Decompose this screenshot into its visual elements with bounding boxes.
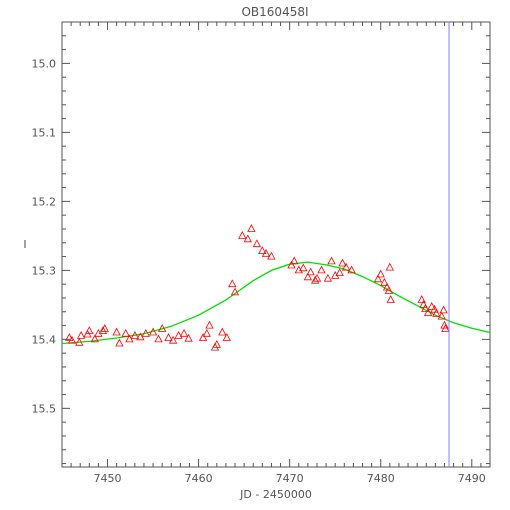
data-point [267, 251, 276, 260]
y-tick-label: 15.1 [32, 126, 57, 139]
data-point [243, 234, 252, 243]
data-point [338, 258, 347, 267]
data-point [158, 324, 167, 332]
y-axis-label: I [23, 238, 26, 251]
data-point [341, 262, 351, 271]
y-tick-label: 15.3 [32, 264, 57, 277]
data-point [130, 331, 140, 339]
data-point [437, 311, 446, 320]
data-point [90, 334, 99, 343]
data-point [184, 333, 193, 342]
data-point [317, 265, 326, 274]
data-point [222, 333, 231, 341]
data-point [75, 337, 84, 346]
data-point [417, 295, 426, 303]
data-point [306, 267, 315, 276]
chart-title: OB160458I [241, 5, 308, 19]
data-point [331, 271, 340, 279]
y-tick-label: 15.4 [32, 333, 57, 346]
y-tick-label: 15.0 [32, 57, 57, 70]
data-point [439, 305, 448, 314]
data-point [419, 300, 428, 308]
x-tick-label: 7450 [94, 472, 122, 485]
data-point [212, 340, 221, 348]
data-point [218, 327, 227, 336]
x-tick-label: 7490 [458, 472, 486, 485]
data-point [380, 277, 389, 286]
x-tick-label: 7460 [185, 472, 213, 485]
data-point [290, 256, 299, 265]
data-point [98, 326, 108, 335]
data-point [258, 246, 267, 255]
ticks-layer: 7450 7460 7470 7480 7490 15.0 15.1 15.2 15.3 15.4… [32, 21, 491, 485]
data-point [303, 272, 313, 281]
data-point [287, 260, 296, 269]
data-point [376, 269, 385, 278]
data-point [299, 263, 308, 272]
data-point [100, 324, 109, 332]
points-layer [65, 224, 450, 351]
data-point [347, 265, 356, 274]
data-point [430, 304, 439, 313]
data-point [168, 335, 178, 344]
data-point [148, 327, 158, 336]
data-point [205, 320, 214, 329]
data-point [441, 324, 450, 332]
data-point [174, 331, 183, 339]
data-point [115, 338, 124, 347]
data-point [385, 262, 394, 271]
data-point [386, 295, 395, 303]
data-point [198, 333, 208, 341]
plot-frame [61, 21, 491, 468]
data-point [312, 273, 322, 282]
data-point [164, 333, 173, 341]
data-point [154, 334, 163, 343]
data-point [238, 231, 247, 239]
data-point [85, 326, 94, 335]
data-point [65, 333, 74, 341]
data-point [141, 328, 150, 337]
data-point [252, 239, 262, 248]
data-point [427, 302, 436, 310]
data-point [76, 331, 86, 339]
data-point [230, 287, 240, 296]
data-point [261, 248, 271, 257]
data-point [228, 279, 237, 288]
data-point [432, 308, 441, 317]
data-point [335, 268, 344, 277]
data-point [112, 327, 121, 336]
x-axis-label: JD - 2450000 [239, 488, 312, 501]
data-point [327, 256, 336, 265]
data-point [247, 224, 256, 232]
y-tick-label: 15.5 [32, 402, 57, 415]
data-point [440, 320, 449, 329]
data-point [179, 328, 189, 337]
data-point [423, 308, 433, 317]
data-point [421, 304, 430, 312]
x-tick-label: 7470 [276, 472, 304, 485]
data-point [384, 286, 394, 295]
data-point [323, 273, 333, 282]
x-tick-label: 7480 [367, 472, 395, 485]
data-point [373, 274, 383, 283]
y-tick-label: 15.2 [32, 195, 57, 208]
data-point [202, 328, 211, 337]
data-point [121, 328, 130, 337]
data-point [67, 335, 77, 344]
data-point [311, 275, 320, 284]
